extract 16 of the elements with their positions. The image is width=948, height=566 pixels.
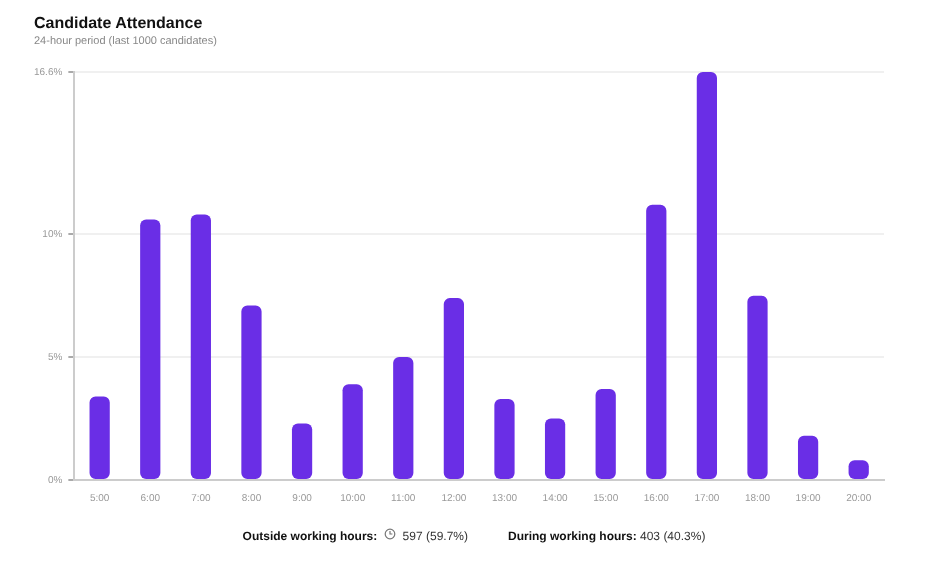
bar [696,72,718,479]
bar [190,214,211,479]
bar [241,305,262,479]
bar [544,418,566,479]
bar [494,398,515,479]
bar [393,357,414,479]
bar [595,389,616,479]
chart-title: Candidate Attendance [34,14,203,32]
bar [89,396,110,479]
bar [443,298,464,479]
bar [342,384,363,479]
bar [646,204,667,479]
bar [140,219,161,479]
bar [797,435,819,479]
bar [291,423,313,479]
bar [747,295,768,479]
